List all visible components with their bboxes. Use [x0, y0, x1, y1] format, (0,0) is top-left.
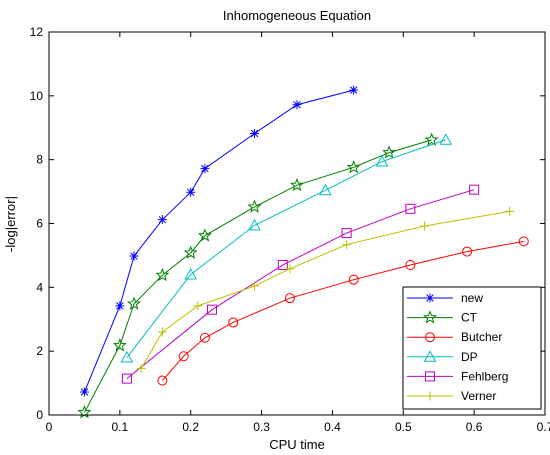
legend-entry-new: new — [407, 291, 483, 305]
data-point-butcher — [348, 274, 359, 285]
data-point-butcher — [178, 351, 189, 362]
data-point-fehlberg — [469, 184, 480, 195]
data-point-verner — [505, 206, 515, 216]
data-point-butcher — [157, 375, 168, 386]
data-point-butcher — [405, 259, 416, 270]
x-tick-label: 0.3 — [253, 420, 270, 434]
legend-marker-dp — [423, 350, 437, 362]
data-point-butcher — [284, 293, 295, 304]
data-point-dp — [120, 351, 134, 363]
series-line-dp — [126, 139, 446, 358]
data-point-ct — [289, 177, 305, 192]
data-point-ct — [183, 245, 198, 259]
series-line-butcher — [161, 240, 524, 381]
data-point-ct — [424, 132, 439, 146]
legend: new CT Butcher DP Fehlberg Verner — [402, 286, 542, 410]
series-line-new — [83, 89, 354, 393]
series-line-ct — [83, 139, 432, 413]
y-tick-label: 0 — [36, 408, 43, 422]
data-point-new — [79, 387, 89, 397]
legend-label-new: new — [461, 291, 483, 305]
series-line-fehlberg — [126, 189, 475, 380]
data-point-fehlberg — [341, 228, 352, 239]
data-point-new — [292, 100, 302, 110]
data-point-verner — [420, 221, 430, 231]
legend-marker-butcher — [425, 332, 435, 343]
data-point-new — [129, 251, 139, 261]
legend-entry-verner: Verner — [407, 389, 496, 403]
chart-title: Inhomogeneous Equation — [223, 8, 371, 23]
data-point-verner — [285, 264, 295, 274]
data-point-verner — [249, 281, 259, 291]
legend-label-fehlberg: Fehlberg — [461, 369, 508, 383]
data-point-verner — [136, 363, 146, 373]
legend-marker-new — [425, 293, 435, 303]
data-point-verner — [342, 240, 352, 250]
x-tick-label: 0.5 — [395, 420, 412, 434]
series-verner — [136, 206, 515, 373]
data-point-verner — [157, 327, 167, 337]
data-point-new — [186, 187, 196, 197]
legend-label-butcher: Butcher — [461, 330, 502, 344]
series-line-verner — [140, 210, 510, 369]
data-point-ct — [127, 296, 142, 310]
data-point-dp — [318, 183, 332, 196]
data-point-ct — [155, 267, 170, 282]
y-tick-label: 10 — [30, 89, 44, 103]
data-point-ct — [112, 338, 127, 352]
data-point-fehlberg — [206, 304, 217, 315]
x-axis-title: CPU time — [269, 437, 325, 452]
data-point-ct — [197, 228, 212, 242]
data-point-new — [249, 128, 259, 138]
data-point-butcher — [228, 317, 239, 328]
data-point-new — [157, 215, 167, 225]
y-tick-label: 6 — [36, 217, 43, 231]
x-tick-label: 0.4 — [324, 420, 341, 434]
data-point-ct — [247, 199, 262, 213]
data-point-butcher — [518, 236, 529, 247]
legend-marker-verner — [425, 391, 435, 401]
series-dp — [120, 133, 453, 363]
x-tick-label: 0.2 — [182, 420, 199, 434]
data-point-dp — [375, 155, 389, 167]
x-tick-label: 0.1 — [112, 420, 129, 434]
data-point-butcher — [462, 246, 473, 257]
y-tick-label: 8 — [36, 153, 43, 167]
data-point-butcher — [199, 332, 210, 343]
series-butcher — [157, 236, 529, 386]
data-point-new — [200, 164, 210, 174]
series-new — [79, 85, 359, 397]
data-point-ct — [346, 159, 361, 174]
x-tick-label: 0.6 — [466, 420, 483, 434]
series-fehlberg — [121, 184, 480, 384]
data-point-new — [115, 301, 125, 311]
y-tick-label: 2 — [36, 344, 43, 358]
legend-entry-fehlberg: Fehlberg — [407, 369, 508, 383]
legend-label-dp: DP — [461, 350, 478, 364]
y-axis-title: -log|error| — [3, 196, 18, 252]
series-ct — [77, 132, 439, 419]
legend-entry-dp: DP — [407, 350, 478, 364]
data-point-fehlberg — [405, 203, 416, 214]
y-tick-label: 4 — [36, 280, 43, 294]
legend-entry-ct: CT — [407, 310, 478, 325]
legend-entry-butcher: Butcher — [407, 330, 502, 344]
data-point-verner — [193, 301, 203, 311]
legend-marker-ct — [422, 310, 438, 324]
legend-marker-fehlberg — [425, 371, 435, 382]
data-point-new — [349, 85, 359, 95]
data-point-dp — [184, 268, 198, 280]
data-point-fehlberg — [121, 373, 132, 384]
legend-box — [402, 286, 542, 410]
data-point-ct — [382, 145, 397, 159]
data-point-fehlberg — [277, 259, 288, 270]
y-tick-label: 12 — [30, 25, 44, 39]
data-point-dp — [439, 133, 453, 145]
x-tick-label: 0.7 — [537, 420, 550, 434]
data-point-dp — [248, 218, 261, 231]
x-tick-label: 0 — [46, 420, 53, 434]
legend-label-verner: Verner — [461, 389, 496, 403]
legend-label-ct: CT — [461, 311, 478, 325]
